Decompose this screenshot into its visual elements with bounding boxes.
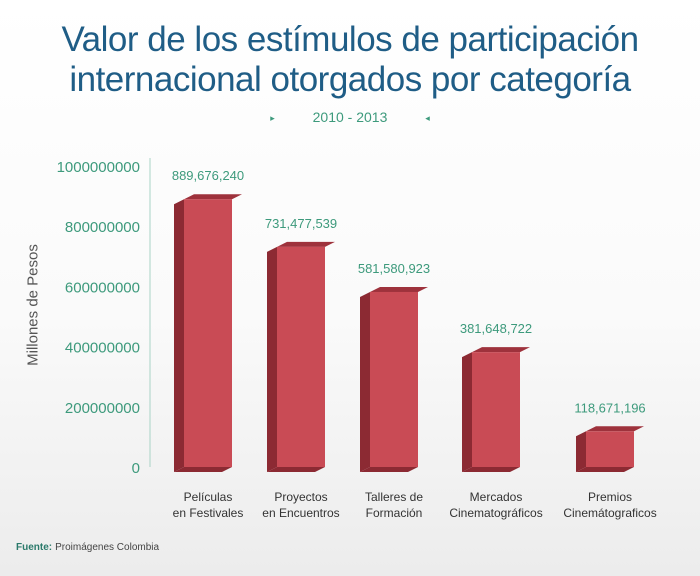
y-tick-label: 800000000: [65, 219, 140, 236]
bar-base: [576, 467, 634, 472]
bar-side: [360, 291, 370, 472]
bar-base: [174, 467, 232, 472]
x-tick-label: Talleres de: [365, 490, 423, 504]
chart-subtitle: ▸ 2010 - 2013 ◂: [0, 108, 700, 127]
play-right-icon: ▸: [270, 113, 275, 123]
bar-top: [472, 347, 530, 353]
y-tick-label: 600000000: [65, 279, 140, 296]
x-tick-label: Mercados: [470, 490, 523, 504]
data-label: 731,477,539: [265, 216, 337, 231]
data-label: 381,648,722: [460, 321, 532, 336]
bar-side: [462, 352, 472, 472]
chart-period: 2010 - 2013: [312, 109, 388, 125]
bar-base: [360, 467, 418, 472]
bar: [586, 431, 634, 467]
x-tick-label: Formación: [366, 506, 423, 520]
source-label: Fuente:: [16, 542, 53, 553]
bar-top: [277, 241, 335, 247]
bar-base: [462, 467, 520, 472]
bar: [184, 199, 232, 467]
bar-side: [174, 199, 184, 472]
y-tick-label: 1000000000: [57, 159, 140, 176]
x-tick-label: Películas: [184, 490, 233, 504]
x-tick-label: Cinematográficos: [449, 506, 542, 520]
y-tick-label: 200000000: [65, 400, 140, 417]
data-label: 581,580,923: [358, 261, 430, 276]
y-tick-label: 0: [132, 460, 140, 477]
bar: [277, 246, 325, 467]
bar: [472, 352, 520, 467]
bar-base: [267, 467, 325, 472]
x-tick-label: Premios: [588, 490, 632, 504]
data-label: 889,676,240: [172, 168, 244, 183]
y-tick-label: 400000000: [65, 340, 140, 357]
data-label: 118,671,196: [574, 400, 645, 415]
x-tick-label: Proyectos: [274, 490, 327, 504]
source-value: Proimágenes Colombia: [55, 542, 160, 553]
source-note: Fuente: Proimágenes Colombia: [16, 542, 159, 553]
bar-top: [586, 426, 644, 432]
x-tick-label: en Festivales: [173, 506, 244, 520]
chart-title-line-1: Valor de los estímulos de participación: [61, 20, 639, 59]
bar-top: [370, 286, 428, 292]
x-tick-label: Cinemátograficos: [563, 506, 656, 520]
bar-side: [576, 431, 586, 472]
bar: [370, 291, 418, 467]
bar-top: [184, 194, 242, 200]
chart-title-line-2: internacional otorgados por categoría: [69, 60, 631, 99]
chart-title: Valor de los estímulos de participación …: [0, 20, 700, 100]
play-left-icon: ◂: [425, 113, 430, 123]
bar-side: [267, 246, 277, 472]
x-tick-label: en Encuentros: [262, 506, 339, 520]
